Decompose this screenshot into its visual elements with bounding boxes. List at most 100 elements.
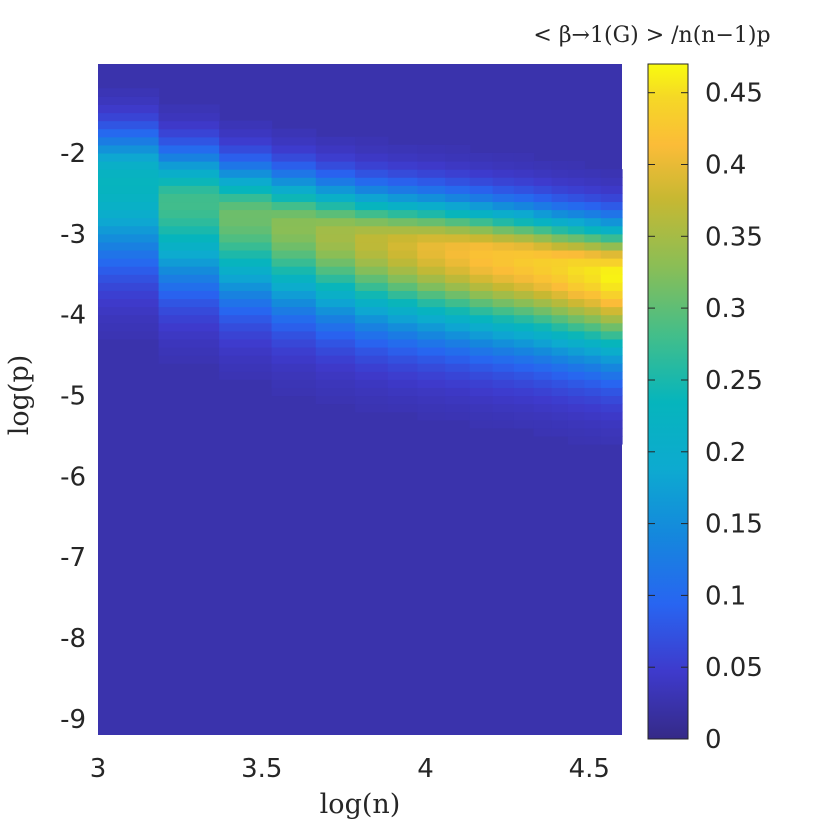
heatmap-cell [98, 306, 160, 316]
heatmap-cell [469, 314, 494, 324]
heatmap-cell [417, 411, 446, 421]
heatmap-cell [533, 258, 553, 267]
heatmap-cell [584, 209, 602, 219]
colorbar-tick-label: 0.45 [705, 79, 763, 109]
heatmap-cell [315, 233, 356, 243]
heatmap-cell [551, 201, 569, 211]
heatmap-cell [445, 395, 471, 405]
heatmap-cell [551, 241, 569, 251]
heatmap-cell [600, 322, 623, 332]
colorbar-tick-label: 0 [705, 725, 722, 755]
heatmap-cell [355, 144, 389, 154]
heatmap-cell [445, 387, 471, 397]
heatmap-cell [584, 282, 602, 291]
heatmap-cell [417, 355, 446, 364]
heatmap-cell [533, 419, 553, 429]
heatmap-cell [158, 355, 220, 364]
heatmap-cell [387, 346, 418, 356]
y-tick-label: -6 [60, 462, 86, 492]
heatmap-cell [533, 201, 553, 211]
heatmap-cell [533, 314, 553, 324]
heatmap-cell [492, 225, 515, 235]
heatmap-cell [417, 177, 446, 186]
heatmap-cell [584, 427, 602, 437]
heatmap-cell [445, 225, 471, 235]
heatmap-cell [513, 346, 535, 356]
heatmap-cell [355, 322, 389, 332]
heatmap-cell [387, 274, 418, 283]
heatmap-cell [417, 379, 446, 388]
heatmap-cell [513, 152, 535, 162]
heatmap-cell [600, 282, 623, 291]
heatmap-cell [567, 209, 585, 219]
colorbar-title: < β→1(G) > /n(n−1)p [533, 23, 770, 48]
heatmap-cell [492, 411, 515, 421]
heatmap-cell [387, 355, 418, 364]
heatmap-cell [98, 96, 160, 106]
heatmap-cell [355, 403, 389, 413]
heatmap-cell [271, 201, 317, 211]
heatmap-cell [492, 233, 515, 243]
heatmap-cell [551, 258, 569, 267]
heatmap-cell [551, 427, 569, 437]
x-axis: 3 3.5 4 4.5 [90, 754, 610, 784]
heatmap-cell [98, 169, 160, 178]
heatmap-cell [492, 217, 515, 227]
heatmap-cell [387, 379, 418, 388]
heatmap-cell [158, 241, 220, 251]
heatmap-cell [551, 379, 569, 388]
heatmap-cell [567, 290, 585, 300]
heatmap-cells [98, 64, 623, 735]
heatmap-cell [355, 282, 389, 291]
heatmap-cell [445, 282, 471, 291]
heatmap-cell [98, 128, 160, 138]
heatmap-cell [533, 387, 553, 397]
heatmap-cell [98, 161, 160, 170]
heatmap-cell [584, 177, 602, 186]
heatmap-cell [417, 371, 446, 380]
heatmap-cell [513, 379, 535, 388]
heatmap-cell [551, 363, 569, 372]
heatmap-cell [271, 136, 317, 146]
heatmap-cell [98, 144, 160, 154]
heatmap-cell [567, 185, 585, 194]
heatmap-cell [158, 306, 220, 316]
heatmap-cell [513, 395, 535, 405]
heatmap-cell [551, 330, 569, 340]
heatmap-cell [551, 161, 569, 170]
heatmap-cell [98, 282, 160, 291]
heatmap-cell [417, 363, 446, 372]
heatmap-cell [584, 371, 602, 380]
heatmap-cell [469, 266, 494, 275]
heatmap-cell [445, 411, 471, 421]
heatmap-cell [417, 209, 446, 219]
heatmap-cell [584, 322, 602, 332]
heatmap-cell [315, 258, 356, 267]
heatmap-cell [417, 322, 446, 332]
heatmap-cell [600, 419, 623, 429]
heatmap-cell [355, 290, 389, 300]
heatmap-cell [584, 306, 602, 316]
heatmap-cell [355, 152, 389, 162]
heatmap-cell [315, 338, 356, 348]
heatmap-cell [492, 152, 515, 162]
heatmap-cell [492, 185, 515, 194]
heatmap-cell [98, 233, 160, 243]
heatmap-cell [315, 379, 356, 388]
heatmap-cell [387, 241, 418, 251]
heatmap-cell [551, 177, 569, 186]
heatmap-cell [513, 193, 535, 203]
heatmap-cell [445, 258, 471, 267]
heatmap-cell [315, 298, 356, 308]
heatmap-cell [492, 330, 515, 340]
heatmap-cell [533, 274, 553, 283]
heatmap-cell [584, 233, 602, 243]
heatmap-cell [219, 193, 273, 203]
heatmap-cell [271, 128, 317, 138]
heatmap-cell [533, 395, 553, 405]
heatmap-cell [445, 177, 471, 186]
heatmap-cell [567, 330, 585, 340]
heatmap-cell [417, 346, 446, 356]
heatmap-cell [158, 128, 220, 138]
heatmap-cell [567, 387, 585, 397]
